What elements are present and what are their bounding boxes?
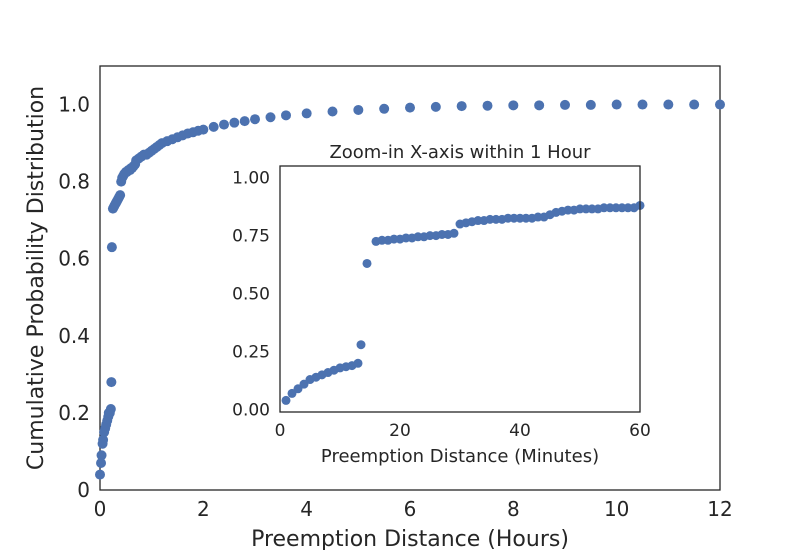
inset-x-tick-label: 60: [629, 421, 651, 441]
main-data-point: [534, 100, 545, 111]
main-data-point: [239, 116, 250, 127]
main-data-point: [689, 99, 700, 110]
inset-data-point: [449, 228, 459, 238]
main-data-point: [115, 190, 126, 201]
main-data-point: [353, 104, 364, 115]
main-data-point: [430, 101, 441, 112]
main-x-tick-label: 10: [604, 497, 629, 521]
inset-title: Zoom-in X-axis within 1 Hour: [329, 142, 591, 163]
inset-data-point: [353, 358, 363, 368]
inset-x-ticks: 0 20 40 60: [275, 421, 651, 441]
inset-y-tick-label: 0.00: [232, 401, 270, 421]
main-data-point: [95, 469, 105, 480]
main-x-ticks: 0 2 4 6 8 10 12: [94, 497, 733, 521]
main-data-point: [219, 119, 229, 130]
inset-plot-background: [280, 166, 640, 412]
main-data-point: [327, 106, 338, 117]
main-x-tick-label: 0: [94, 497, 107, 521]
main-y-tick-label: 0.6: [58, 247, 90, 271]
inset-plot-frame: [279, 165, 641, 413]
main-scatter-points: [95, 99, 725, 480]
main-x-tick-label: 2: [197, 497, 210, 521]
main-x-tick-label: 6: [404, 497, 417, 521]
main-y-axis-label: Cumulative Probability Distribution: [24, 86, 49, 470]
main-plot-frame: [99, 65, 721, 491]
main-data-point: [637, 99, 648, 110]
inset-data-point: [362, 258, 372, 268]
main-x-tick-label: 12: [707, 497, 732, 521]
main-data-point: [281, 110, 291, 121]
main-data-point: [611, 99, 622, 110]
main-data-point: [405, 102, 415, 113]
main-y-tick-label: 0.4: [58, 324, 90, 348]
main-data-point: [585, 99, 596, 110]
main-data-point: [98, 434, 109, 445]
main-data-point: [198, 124, 209, 135]
main-data-point: [250, 114, 260, 125]
inset-data-point: [281, 395, 291, 405]
main-data-point: [482, 100, 493, 111]
main-data-point: [229, 117, 240, 128]
inset-x-axis-label: Preemption Distance (Minutes): [321, 446, 599, 467]
inset-y-ticks: 0.00 0.25 0.50 0.75 1.00: [232, 169, 270, 421]
main-y-tick-label: 0: [77, 478, 90, 502]
inset-x-tick-label: 40: [509, 421, 531, 441]
inset-y-tick-label: 0.50: [232, 285, 270, 305]
main-data-point: [106, 242, 117, 253]
main-data-point: [663, 99, 674, 110]
main-data-point: [715, 99, 725, 110]
main-x-tick-label: 8: [507, 497, 520, 521]
main-y-tick-label: 0.2: [58, 401, 90, 425]
inset-scatter-points: [281, 200, 645, 405]
inset-y-tick-label: 1.00: [232, 169, 270, 189]
main-data-point: [105, 404, 116, 415]
main-data-point: [560, 99, 570, 110]
main-x-tick-label: 4: [300, 497, 313, 521]
main-data-point: [456, 101, 467, 112]
main-data-point: [301, 108, 312, 119]
main-data-point: [208, 121, 219, 132]
inset-x-tick-label: 0: [275, 421, 286, 441]
main-data-point: [508, 100, 519, 111]
inset-y-tick-label: 0.25: [232, 343, 270, 363]
main-data-point: [106, 377, 117, 388]
main-data-point: [96, 458, 107, 469]
main-data-point: [379, 103, 390, 114]
main-y-tick-label: 0.8: [58, 170, 90, 194]
main-y-tick-label: 1.0: [58, 93, 90, 117]
main-y-ticks: 0 0.2 0.4 0.6 0.8 1.0: [58, 93, 90, 502]
inset-y-tick-label: 0.75: [232, 227, 270, 247]
main-data-point: [265, 112, 276, 123]
inset-data-point: [356, 340, 366, 350]
main-data-point: [96, 450, 107, 461]
inset-x-tick-label: 20: [389, 421, 411, 441]
main-x-axis-label: Preemption Distance (Hours): [251, 527, 569, 550]
